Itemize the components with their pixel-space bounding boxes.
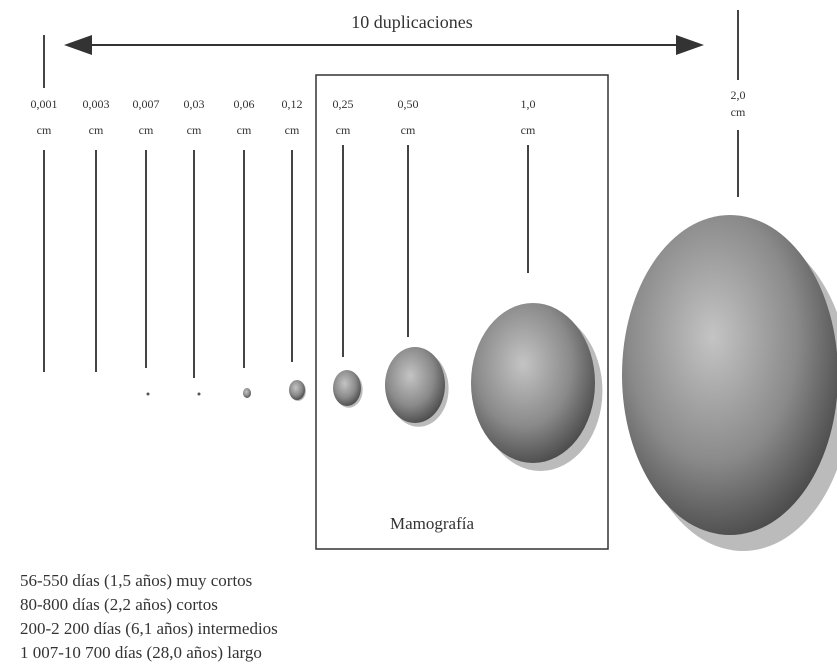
- size-label: 0,001: [31, 97, 58, 111]
- size-label: 2,0: [731, 88, 746, 102]
- diagram: 10 duplicaciones Mamografía 0,001 cm 0,003…: [0, 0, 837, 668]
- unit-label: cm: [37, 123, 52, 137]
- size-label: 0,06: [234, 97, 255, 111]
- unit-label: cm: [187, 123, 202, 137]
- unit-label: cm: [336, 123, 351, 137]
- unit-label: cm: [237, 123, 252, 137]
- size-label: 0,25: [333, 97, 354, 111]
- unit-label: cm: [89, 123, 104, 137]
- size-label: 0,03: [184, 97, 205, 111]
- tumor-sphere: [471, 303, 595, 463]
- size-label: 0,12: [282, 97, 303, 111]
- doubling-note: 1 007-10 700 días (28,0 años) largo: [20, 643, 262, 662]
- tumor-sphere: [198, 393, 201, 396]
- unit-label: cm: [285, 123, 300, 137]
- size-label: 0,50: [398, 97, 419, 111]
- unit-label: cm: [401, 123, 416, 137]
- doubling-note: 200-2 200 días (6,1 años) intermedios: [20, 619, 278, 638]
- tumor-sphere: [333, 370, 361, 406]
- unit-label: cm: [731, 105, 746, 119]
- tumor-sphere: [622, 215, 837, 535]
- tumor-sphere: [147, 393, 150, 396]
- size-label: 0,007: [133, 97, 160, 111]
- unit-label: cm: [521, 123, 536, 137]
- unit-label: cm: [139, 123, 154, 137]
- doubling-note: 80-800 días (2,2 años) cortos: [20, 595, 218, 614]
- size-label: 1,0: [521, 97, 536, 111]
- tumor-sphere: [385, 347, 445, 423]
- title: 10 duplicaciones: [351, 12, 472, 32]
- doubling-note: 56-550 días (1,5 años) muy cortos: [20, 571, 252, 590]
- tumor-sphere: [289, 380, 305, 400]
- mammography-box: [316, 75, 608, 549]
- size-label: 0,003: [83, 97, 110, 111]
- tumor-sphere: [243, 388, 251, 398]
- box-label: Mamografía: [390, 514, 474, 533]
